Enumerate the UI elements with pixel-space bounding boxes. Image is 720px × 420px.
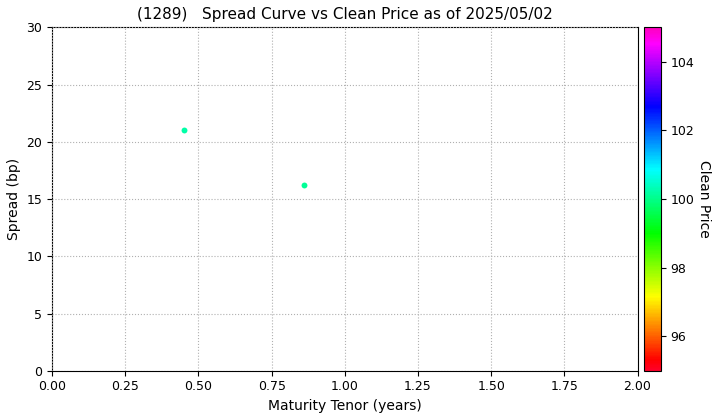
- Point: [298, 182, 310, 189]
- Y-axis label: Spread (bp): Spread (bp): [7, 158, 21, 240]
- Point: [178, 127, 189, 134]
- Y-axis label: Clean Price: Clean Price: [697, 160, 711, 238]
- Title: (1289)   Spread Curve vs Clean Price as of 2025/05/02: (1289) Spread Curve vs Clean Price as of…: [137, 7, 553, 22]
- X-axis label: Maturity Tenor (years): Maturity Tenor (years): [268, 399, 422, 413]
